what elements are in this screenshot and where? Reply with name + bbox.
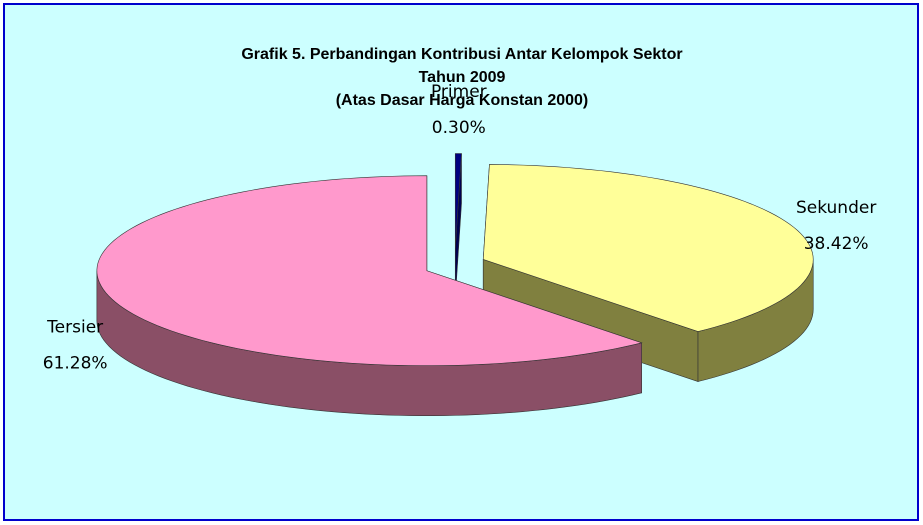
slice: [96, 175, 643, 367]
slice: [454, 153, 462, 249]
chart-title: Grafik 5. Perbandingan Kontribusi Antar …: [241, 46, 682, 63]
slice-label: Primer: [431, 82, 487, 102]
slice-value-label: 0.30%: [432, 118, 486, 138]
chart-title: (Atas Dasar Harga Konstan 2000): [336, 92, 589, 109]
slice-label: Sekunder: [796, 198, 876, 218]
slice-value-label: 38.42%: [804, 234, 869, 254]
slice-label: Tersier: [46, 318, 103, 338]
chart-title: Tahun 2009: [419, 69, 506, 86]
slice-value-label: 61.28%: [43, 354, 108, 374]
slice: [482, 164, 814, 332]
